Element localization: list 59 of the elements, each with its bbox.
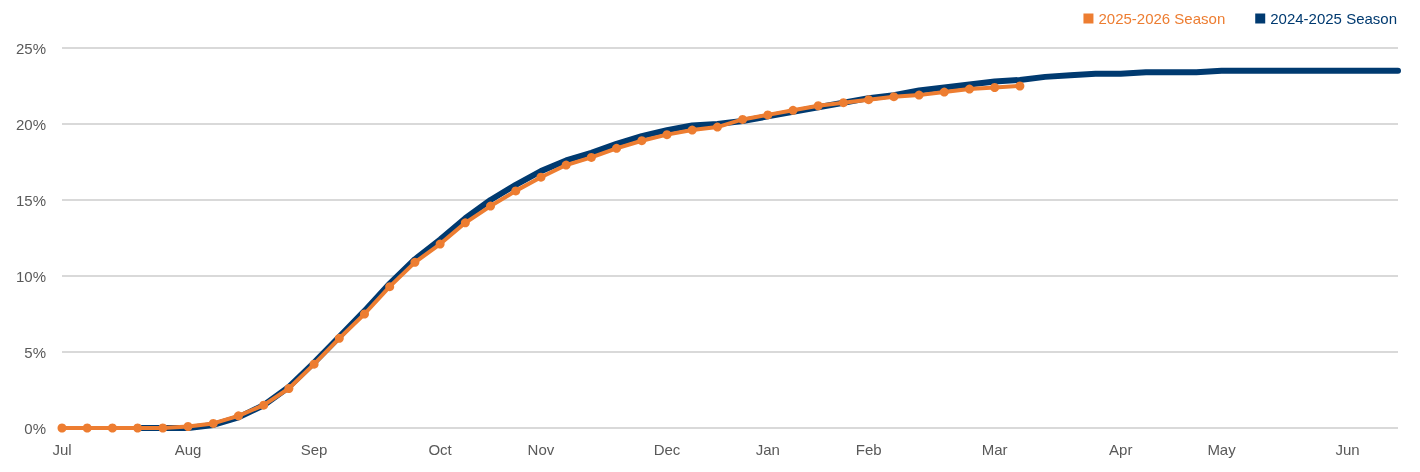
point [964, 84, 974, 94]
point [586, 152, 596, 162]
x-tick-label: Aug [174, 441, 202, 458]
point [233, 411, 243, 421]
point [460, 218, 470, 228]
point [889, 92, 899, 102]
x-tick-label: Jul [52, 441, 72, 458]
point [57, 423, 67, 433]
point [738, 114, 748, 124]
point [914, 90, 924, 100]
x-tick-label: Nov [527, 441, 555, 458]
x-tick-label: Jan [755, 441, 780, 458]
point [939, 87, 949, 97]
point [435, 239, 445, 249]
x-tick-label: Feb [855, 441, 882, 458]
point [82, 423, 92, 433]
point [637, 136, 647, 146]
point [838, 98, 848, 108]
point [284, 383, 294, 393]
point [486, 201, 496, 211]
legend-label: 2025-2026 Season [1098, 10, 1226, 27]
y-tick-label: 5% [24, 343, 46, 361]
point [662, 130, 672, 140]
x-tick-label: Mar [981, 441, 1008, 458]
point [687, 125, 697, 135]
point [511, 186, 521, 196]
x-tick-label: Sep [300, 441, 328, 458]
point [712, 122, 722, 132]
point [763, 110, 773, 120]
point [385, 282, 395, 292]
point [813, 101, 823, 111]
y-tick-label: 0% [24, 419, 46, 437]
x-tick-label: Apr [1109, 441, 1133, 458]
point [788, 105, 798, 115]
y-tick-label: 15% [15, 191, 46, 209]
legend-label: 2024-2025 Season [1270, 10, 1398, 27]
x-tick-label: Dec [653, 441, 681, 458]
point [334, 333, 344, 343]
y-tick-label: 20% [15, 115, 46, 133]
point [133, 423, 143, 433]
point [410, 257, 420, 267]
x-tick-label: May [1207, 441, 1237, 458]
point [208, 418, 218, 428]
point [107, 423, 117, 433]
point [1015, 81, 1025, 91]
point [561, 160, 571, 170]
point [360, 309, 369, 319]
point [259, 400, 269, 410]
point [158, 423, 168, 433]
point [612, 143, 622, 153]
y-tick-label: 10% [15, 267, 46, 285]
x-tick-label: Jun [1335, 441, 1360, 458]
y-tick-label: 25% [15, 39, 46, 57]
point [864, 95, 874, 105]
point [183, 421, 193, 431]
x-tick-label: Oct [428, 441, 453, 458]
point [536, 172, 546, 182]
point [309, 359, 319, 369]
point [990, 83, 1000, 93]
